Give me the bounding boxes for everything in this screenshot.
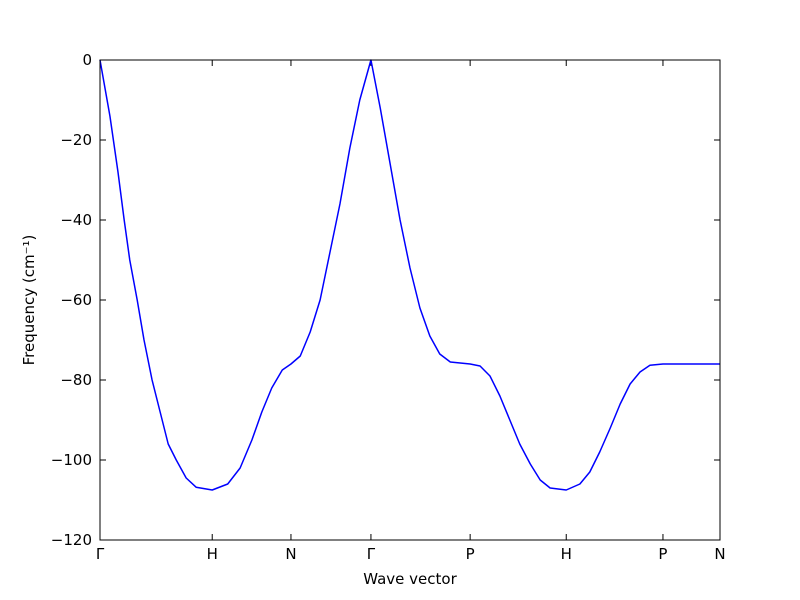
y-tick-label: −80 (60, 371, 92, 389)
x-tick-label: H (207, 545, 218, 563)
y-tick-label: −20 (60, 131, 92, 149)
x-tick-label: Γ (367, 545, 376, 563)
x-tick-label: N (285, 545, 296, 563)
y-tick-label: −60 (60, 291, 92, 309)
y-tick-label: −120 (51, 531, 92, 549)
y-axis-label: Frequency (cm⁻¹) (20, 235, 38, 366)
x-tick-label: N (714, 545, 725, 563)
x-tick-label: P (466, 545, 475, 563)
plot-frame (99, 59, 721, 541)
x-axis-label: Wave vector (363, 570, 457, 588)
x-tick-label: Γ (96, 545, 105, 563)
y-tick-label: 0 (82, 51, 92, 69)
y-tick-label: −100 (51, 451, 92, 469)
x-tick-label: H (561, 545, 572, 563)
x-tick-label: P (658, 545, 667, 563)
y-tick-label: −40 (60, 211, 92, 229)
